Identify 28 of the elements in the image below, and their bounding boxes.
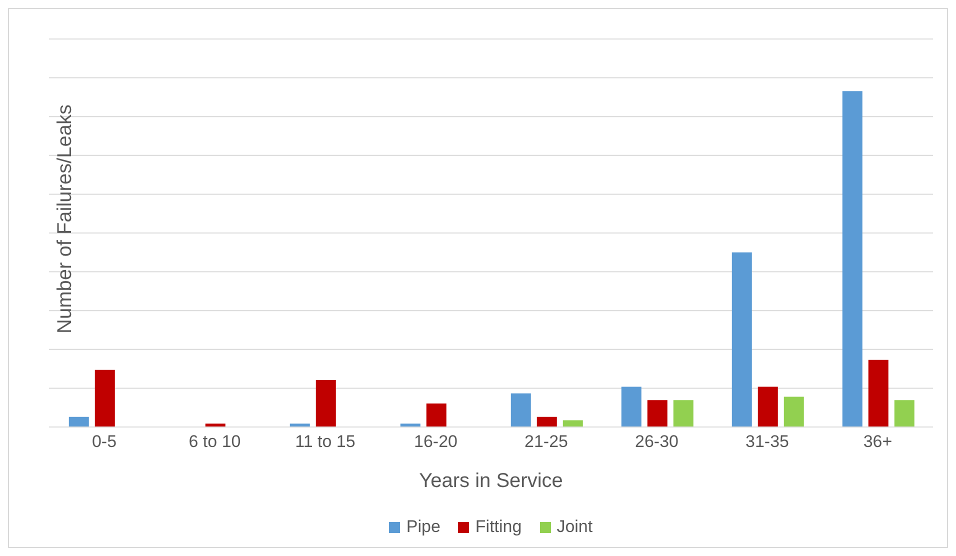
bar [536,416,557,427]
bar [621,386,642,427]
legend-label: Fitting [474,517,522,537]
x-axis-title: Years in Service [419,470,563,492]
x-tick-label: 16-20 [414,432,458,452]
bar [732,252,752,427]
bar [647,400,668,427]
bar [842,91,862,427]
x-tick-label: 36+ [863,432,892,452]
bar [784,396,804,427]
bar [894,400,914,427]
y-axis-title: Number of Failures/Leaks [54,104,76,334]
bar [68,416,89,427]
x-tick-label: 0-5 [92,432,117,452]
x-tick-label: 26-30 [635,432,678,452]
x-tick-label: 6 to 10 [188,432,241,452]
bar [758,386,778,427]
x-tick-label: 21-25 [524,432,568,452]
legend-label: Joint [556,517,593,537]
bar [868,360,888,427]
bar [510,393,531,427]
bar [426,403,446,427]
bar [94,370,115,427]
x-tick-label: 11 to 15 [295,432,356,452]
bar [316,380,336,427]
x-tick-label: 31-35 [746,432,789,452]
bar [673,400,694,427]
legend-label: Pipe [405,517,440,537]
